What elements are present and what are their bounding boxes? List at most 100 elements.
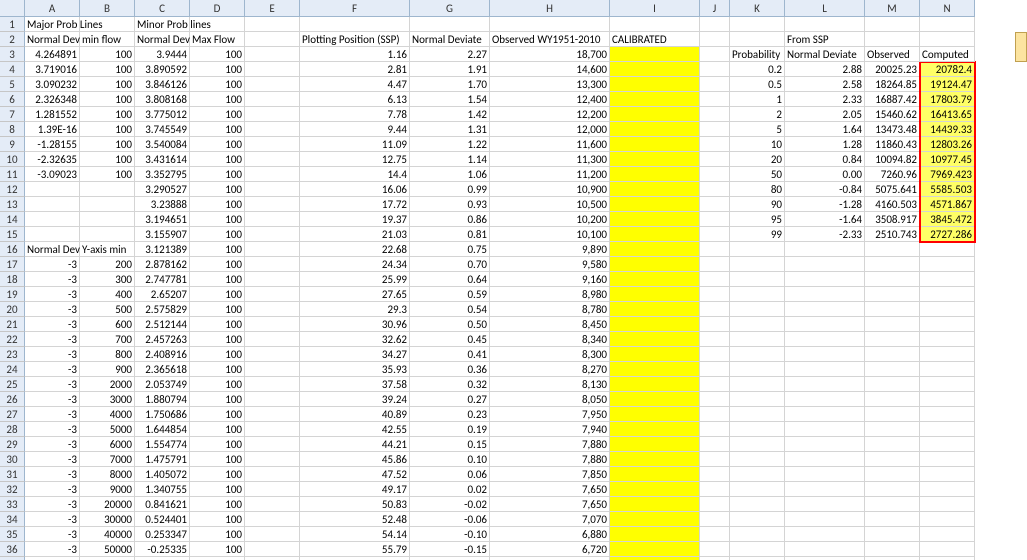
cell-H18[interactable]: 9,160 — [490, 272, 610, 287]
cell-E5[interactable] — [245, 77, 300, 92]
cell-H29[interactable]: 7,880 — [490, 437, 610, 452]
cell-M8[interactable]: 13473.48 — [865, 122, 920, 137]
cell-I11[interactable] — [610, 167, 700, 182]
cell-G23[interactable]: 0.41 — [410, 347, 490, 362]
cell-M1[interactable] — [865, 17, 920, 32]
cell-K28[interactable] — [730, 422, 785, 437]
cell-F28[interactable]: 42.55 — [300, 422, 410, 437]
cell-E3[interactable] — [245, 47, 300, 62]
cell-H7[interactable]: 12,200 — [490, 107, 610, 122]
cell-J36[interactable] — [700, 542, 730, 557]
cell-B28[interactable]: 5000 — [80, 422, 135, 437]
cell-I20[interactable] — [610, 302, 700, 317]
cell-N27[interactable] — [920, 407, 975, 422]
cell-C11[interactable]: 3.352795 — [135, 167, 190, 182]
cell-F11[interactable]: 14.4 — [300, 167, 410, 182]
cell-E10[interactable] — [245, 152, 300, 167]
cell-J18[interactable] — [700, 272, 730, 287]
cell-L11[interactable]: 0.00 — [785, 167, 865, 182]
cell-J31[interactable] — [700, 467, 730, 482]
cell-F9[interactable]: 11.09 — [300, 137, 410, 152]
cell-C23[interactable]: 2.408916 — [135, 347, 190, 362]
cell-E28[interactable] — [245, 422, 300, 437]
cell-H11[interactable]: 11,200 — [490, 167, 610, 182]
cell-L19[interactable] — [785, 287, 865, 302]
cell-M10[interactable]: 10094.82 — [865, 152, 920, 167]
cell-M13[interactable]: 4160.503 — [865, 197, 920, 212]
cell-D25[interactable]: 100 — [190, 377, 245, 392]
cell-K7[interactable]: 2 — [730, 107, 785, 122]
cell-C26[interactable]: 1.880794 — [135, 392, 190, 407]
cell-G22[interactable]: 0.45 — [410, 332, 490, 347]
cell-D8[interactable]: 100 — [190, 122, 245, 137]
cell-G11[interactable]: 1.06 — [410, 167, 490, 182]
cell-C31[interactable]: 1.405072 — [135, 467, 190, 482]
cell-C28[interactable]: 1.644854 — [135, 422, 190, 437]
cell-E12[interactable] — [245, 182, 300, 197]
cell-J34[interactable] — [700, 512, 730, 527]
cell-J22[interactable] — [700, 332, 730, 347]
cell-G19[interactable]: 0.59 — [410, 287, 490, 302]
cell-C34[interactable]: 0.524401 — [135, 512, 190, 527]
cell-H2[interactable]: Observed WY1951-2010 — [490, 32, 610, 47]
cell-D3[interactable]: 100 — [190, 47, 245, 62]
cell-M27[interactable] — [865, 407, 920, 422]
cell-E35[interactable] — [245, 527, 300, 542]
cell-H15[interactable]: 10,100 — [490, 227, 610, 242]
cell-F25[interactable]: 37.58 — [300, 377, 410, 392]
cell-D28[interactable]: 100 — [190, 422, 245, 437]
cell-J15[interactable] — [700, 227, 730, 242]
cell-K9[interactable]: 10 — [730, 137, 785, 152]
cell-F2[interactable]: Plotting Position (SSP) — [300, 32, 410, 47]
cell-C32[interactable]: 1.340755 — [135, 482, 190, 497]
row-header-14[interactable]: 14 — [0, 212, 25, 227]
row-header-3[interactable]: 3 — [0, 47, 25, 62]
cell-E4[interactable] — [245, 62, 300, 77]
cell-I35[interactable] — [610, 527, 700, 542]
cell-D22[interactable]: 100 — [190, 332, 245, 347]
cell-M12[interactable]: 5075.641 — [865, 182, 920, 197]
cell-L26[interactable] — [785, 392, 865, 407]
cell-E7[interactable] — [245, 107, 300, 122]
cell-I28[interactable] — [610, 422, 700, 437]
cell-C22[interactable]: 2.457263 — [135, 332, 190, 347]
cell-N4[interactable]: 20782.4 — [920, 62, 975, 77]
cell-K6[interactable]: 1 — [730, 92, 785, 107]
col-header-B[interactable]: B — [80, 0, 135, 17]
cell-M23[interactable] — [865, 347, 920, 362]
cell-C13[interactable]: 3.23888 — [135, 197, 190, 212]
cell-J30[interactable] — [700, 452, 730, 467]
cell-C15[interactable]: 3.155907 — [135, 227, 190, 242]
cell-L23[interactable] — [785, 347, 865, 362]
cell-K16[interactable] — [730, 242, 785, 257]
cell-K13[interactable]: 90 — [730, 197, 785, 212]
row-header-7[interactable]: 7 — [0, 107, 25, 122]
cell-I30[interactable] — [610, 452, 700, 467]
cell-G5[interactable]: 1.70 — [410, 77, 490, 92]
cell-A33[interactable]: -3 — [25, 497, 80, 512]
cell-A35[interactable]: -3 — [25, 527, 80, 542]
cell-F24[interactable]: 35.93 — [300, 362, 410, 377]
cell-H26[interactable]: 8,050 — [490, 392, 610, 407]
cell-J27[interactable] — [700, 407, 730, 422]
cell-C16[interactable]: 3.121389 — [135, 242, 190, 257]
cell-C12[interactable]: 3.290527 — [135, 182, 190, 197]
cell-L27[interactable] — [785, 407, 865, 422]
cell-N9[interactable]: 12803.26 — [920, 137, 975, 152]
cell-L6[interactable]: 2.33 — [785, 92, 865, 107]
cell-A26[interactable]: -3 — [25, 392, 80, 407]
cell-D33[interactable]: 100 — [190, 497, 245, 512]
cell-B34[interactable]: 30000 — [80, 512, 135, 527]
cell-K30[interactable] — [730, 452, 785, 467]
row-header-5[interactable]: 5 — [0, 77, 25, 92]
cell-E24[interactable] — [245, 362, 300, 377]
cell-D6[interactable]: 100 — [190, 92, 245, 107]
row-header-21[interactable]: 21 — [0, 317, 25, 332]
cell-H14[interactable]: 10,200 — [490, 212, 610, 227]
col-header-C[interactable]: C — [135, 0, 190, 17]
cell-J13[interactable] — [700, 197, 730, 212]
cell-E2[interactable] — [245, 32, 300, 47]
cell-E18[interactable] — [245, 272, 300, 287]
cell-H16[interactable]: 9,890 — [490, 242, 610, 257]
cell-N12[interactable]: 5585.503 — [920, 182, 975, 197]
